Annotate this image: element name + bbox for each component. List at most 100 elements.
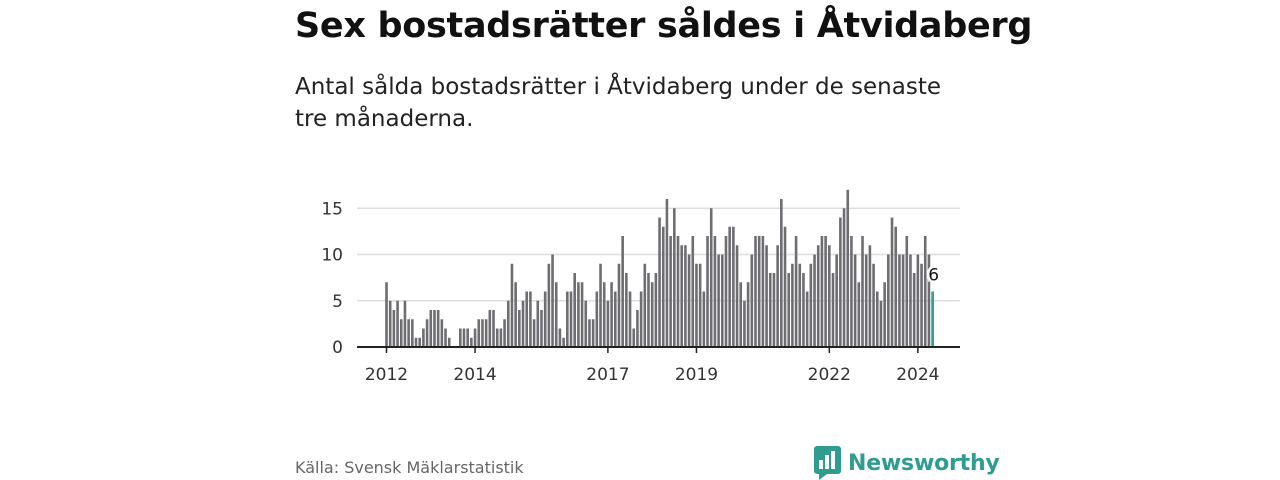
bar	[765, 245, 768, 347]
bar	[916, 254, 920, 347]
bar	[746, 282, 750, 347]
bar	[898, 254, 901, 347]
bar	[543, 291, 547, 347]
bar	[820, 236, 824, 347]
bar	[628, 291, 632, 347]
bar	[444, 328, 447, 347]
bar	[720, 254, 724, 347]
bar	[573, 273, 576, 347]
bar	[625, 273, 628, 347]
bar	[388, 300, 392, 347]
bar	[466, 328, 469, 347]
bar	[643, 263, 647, 347]
bar	[436, 310, 440, 347]
bar	[503, 319, 506, 347]
bar	[595, 291, 599, 347]
bar	[842, 208, 846, 347]
bar	[717, 254, 720, 347]
bar	[850, 236, 853, 347]
bar	[580, 282, 584, 347]
bar	[606, 300, 610, 347]
bar	[920, 263, 923, 347]
bar	[447, 337, 451, 347]
bar	[875, 291, 879, 347]
bar	[857, 282, 861, 347]
bar	[551, 254, 554, 347]
bar	[816, 245, 820, 347]
bar	[839, 217, 842, 347]
bar	[385, 282, 388, 347]
bar	[584, 300, 588, 347]
bar	[824, 236, 827, 347]
bar	[680, 245, 683, 347]
bar	[853, 254, 857, 347]
brand-name: Newsworthy	[848, 450, 1000, 476]
bar	[514, 282, 517, 347]
bar	[499, 328, 503, 347]
bar	[735, 245, 739, 347]
x-tick-label: 2024	[896, 365, 939, 385]
bar	[794, 236, 798, 347]
bar	[901, 254, 905, 347]
bar	[440, 319, 444, 347]
bar	[470, 337, 473, 347]
bar	[540, 310, 543, 347]
x-tick-label: 2017	[586, 365, 629, 385]
bar	[831, 273, 835, 347]
bar	[525, 291, 529, 347]
bar	[724, 236, 728, 347]
bar	[492, 310, 495, 347]
y-tick-label: 5	[332, 292, 343, 312]
bar	[887, 254, 890, 347]
bar	[868, 245, 872, 347]
bar	[484, 319, 488, 347]
bar	[702, 291, 706, 347]
bar	[783, 226, 787, 347]
bar	[798, 263, 802, 347]
y-tick-label: 10	[321, 246, 343, 266]
bar	[403, 300, 407, 347]
bar	[879, 300, 883, 347]
y-tick-label: 15	[321, 199, 343, 219]
bar	[687, 254, 691, 347]
y-tick-label: 0	[332, 338, 343, 358]
bar	[861, 236, 864, 347]
bar	[599, 263, 602, 347]
bar	[698, 263, 702, 347]
highlight-bar	[931, 291, 934, 347]
bar	[669, 236, 672, 347]
bar	[425, 319, 429, 347]
bar	[610, 282, 613, 347]
bar	[813, 254, 816, 347]
bar	[506, 300, 510, 347]
bar	[566, 291, 569, 347]
bar	[905, 236, 909, 347]
bar	[805, 291, 809, 347]
bar	[654, 273, 658, 347]
bar	[658, 217, 661, 347]
brand-logo[interactable]: Newsworthy	[814, 446, 1000, 480]
bar	[602, 282, 606, 347]
bar	[754, 236, 757, 347]
bar	[617, 263, 621, 347]
bar	[488, 310, 492, 347]
bar	[462, 328, 466, 347]
x-tick-label: 2019	[675, 365, 718, 385]
bar	[536, 300, 540, 347]
x-tick-label: 2022	[808, 365, 851, 385]
bar	[927, 254, 931, 347]
bar	[558, 328, 562, 347]
bar	[890, 217, 894, 347]
bar	[802, 273, 805, 347]
bar	[739, 282, 743, 347]
bar	[433, 310, 436, 347]
bar	[872, 263, 875, 347]
bar	[495, 328, 499, 347]
bar	[661, 226, 665, 347]
highlight-data-label: 6	[928, 266, 939, 286]
bar	[396, 300, 399, 347]
bar-chart: 0 5 10 15 2012 2014 2017 2019 2022 2024 6	[321, 189, 960, 385]
newsworthy-logo-icon	[814, 446, 841, 480]
bar	[429, 310, 433, 347]
bar	[743, 300, 746, 347]
